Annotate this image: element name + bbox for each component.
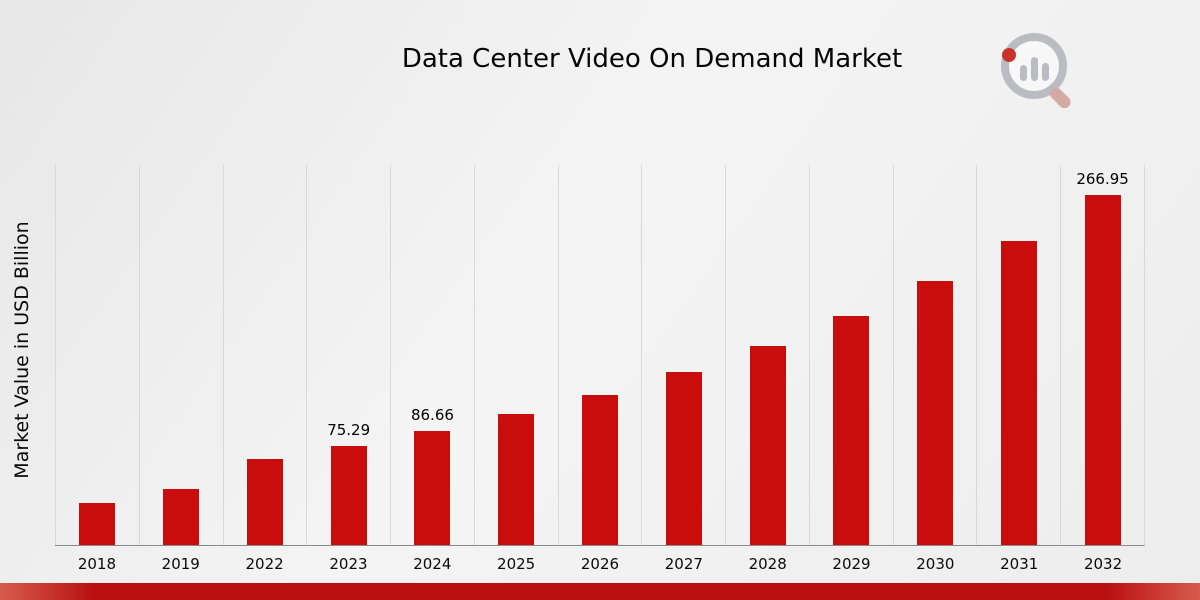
chart-column bbox=[976, 165, 1060, 545]
x-tick-label: 2019 bbox=[161, 555, 200, 573]
bar-2018 bbox=[79, 503, 116, 545]
brand-logo bbox=[992, 28, 1084, 114]
bar-2022 bbox=[246, 459, 283, 545]
magnifier-bar-chart-icon bbox=[1001, 33, 1071, 109]
bar-2028 bbox=[749, 346, 786, 545]
bar-chart: 75.29 86.66 266.95 2018 2019 2022 2023 2024 202… bbox=[55, 165, 1145, 573]
chart-column bbox=[473, 165, 558, 545]
x-axis: 2018 2019 2022 2023 2024 2025 2026 2027 2028 2029… bbox=[55, 546, 1145, 573]
chart-column bbox=[222, 165, 307, 545]
x-tick-label: 2032 bbox=[1083, 555, 1123, 573]
bar-2026 bbox=[581, 395, 618, 545]
y-axis-label: Market Value in USD Billion bbox=[11, 221, 33, 479]
bar-2031 bbox=[1000, 241, 1037, 545]
chart-column: 86.66 bbox=[390, 165, 474, 545]
bar-2024 bbox=[414, 431, 451, 545]
chart-column bbox=[55, 165, 139, 545]
bar-2025 bbox=[498, 414, 535, 545]
x-tick-label: 2026 bbox=[580, 555, 620, 573]
x-tick-label: 2027 bbox=[664, 555, 703, 573]
x-tick-label: 2025 bbox=[497, 555, 536, 573]
x-tick-label: 2030 bbox=[916, 555, 955, 573]
bar-2032 bbox=[1084, 195, 1121, 545]
bar-2030 bbox=[917, 281, 954, 545]
chart-column: 266.95 bbox=[1060, 165, 1144, 545]
x-tick-label: 2031 bbox=[1000, 555, 1039, 573]
bar-value-label: 86.66 bbox=[410, 406, 454, 424]
chart-title: Data Center Video On Demand Market bbox=[401, 44, 903, 74]
bar-2027 bbox=[665, 372, 702, 545]
x-tick-label: 2028 bbox=[748, 555, 787, 573]
bar-2029 bbox=[833, 316, 870, 545]
chart-column bbox=[808, 165, 893, 545]
chart-column bbox=[138, 165, 223, 545]
x-tick-label: 2024 bbox=[413, 555, 452, 573]
bar-value-label: 266.95 bbox=[1076, 170, 1129, 188]
x-tick-label: 2022 bbox=[245, 555, 284, 573]
chart-column bbox=[725, 165, 809, 545]
chart-column bbox=[892, 165, 977, 545]
bar-2023 bbox=[330, 446, 367, 545]
bar-2019 bbox=[163, 489, 200, 545]
x-tick-label: 2018 bbox=[77, 555, 117, 573]
chart-column: 75.29 bbox=[306, 165, 390, 545]
chart-column bbox=[641, 165, 725, 545]
footer-bar bbox=[0, 583, 1200, 600]
x-tick-label: 2029 bbox=[832, 555, 871, 573]
chart-column bbox=[557, 165, 642, 545]
plot-area: 75.29 86.66 266.95 bbox=[55, 165, 1145, 546]
bar-value-label: 75.29 bbox=[327, 421, 371, 439]
x-tick-label: 2023 bbox=[329, 555, 368, 573]
